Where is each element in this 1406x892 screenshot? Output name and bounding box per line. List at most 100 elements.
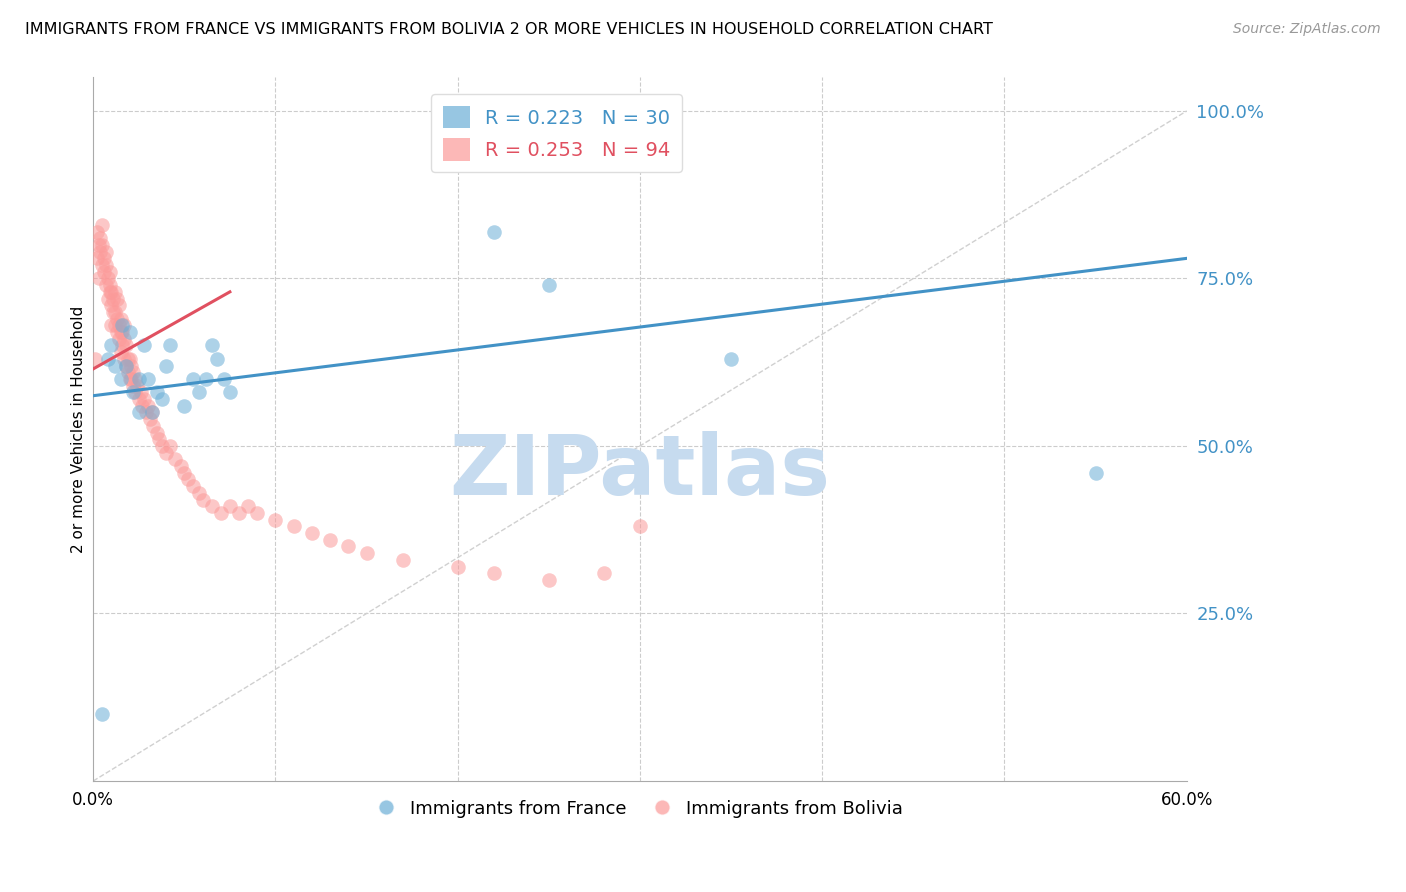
- Point: [103, 292, 125, 306]
- Point: [100, 298, 122, 312]
- Point: [141, 405, 163, 419]
- Point: [110, 311, 132, 326]
- Point: [264, 513, 287, 527]
- Point: [100, 318, 122, 333]
- Point: [142, 418, 165, 433]
- Point: [195, 372, 218, 386]
- Point: [98, 265, 121, 279]
- Point: [89, 231, 111, 245]
- Point: [148, 432, 170, 446]
- Point: [187, 385, 209, 400]
- Point: [159, 439, 181, 453]
- Point: [104, 305, 127, 319]
- Point: [100, 285, 122, 299]
- Point: [93, 252, 115, 266]
- Point: [628, 519, 651, 533]
- Point: [94, 244, 117, 259]
- Point: [482, 225, 505, 239]
- Point: [87, 271, 110, 285]
- Point: [146, 385, 169, 400]
- Point: [117, 351, 139, 366]
- Point: [301, 526, 323, 541]
- Point: [105, 325, 128, 339]
- Point: [86, 252, 108, 266]
- Point: [87, 238, 110, 252]
- Point: [115, 359, 138, 373]
- Point: [111, 325, 134, 339]
- Point: [122, 385, 145, 400]
- Point: [159, 338, 181, 352]
- Point: [129, 385, 152, 400]
- Point: [228, 506, 250, 520]
- Point: [169, 459, 191, 474]
- Point: [97, 351, 120, 366]
- Point: [107, 298, 129, 312]
- Point: [104, 285, 127, 299]
- Point: [183, 372, 205, 386]
- Point: [118, 372, 141, 386]
- Point: [138, 412, 160, 426]
- Point: [97, 271, 120, 285]
- Point: [720, 351, 742, 366]
- Point: [447, 559, 470, 574]
- Point: [537, 278, 560, 293]
- Point: [91, 258, 114, 272]
- Point: [104, 318, 127, 333]
- Point: [118, 325, 141, 339]
- Point: [134, 392, 156, 406]
- Point: [319, 533, 342, 547]
- Point: [112, 351, 135, 366]
- Point: [134, 338, 156, 352]
- Point: [177, 473, 200, 487]
- Point: [128, 392, 150, 406]
- Point: [94, 258, 117, 272]
- Point: [100, 338, 122, 352]
- Point: [122, 365, 145, 379]
- Point: [201, 500, 224, 514]
- Point: [356, 546, 378, 560]
- Point: [115, 338, 138, 352]
- Point: [120, 372, 142, 386]
- Point: [191, 492, 214, 507]
- Point: [155, 445, 177, 459]
- Point: [111, 318, 134, 333]
- Point: [173, 399, 195, 413]
- Point: [105, 311, 128, 326]
- Point: [110, 325, 132, 339]
- Point: [124, 385, 146, 400]
- Point: [236, 500, 259, 514]
- Point: [105, 292, 128, 306]
- Point: [97, 292, 120, 306]
- Point: [537, 573, 560, 587]
- Text: IMMIGRANTS FROM FRANCE VS IMMIGRANTS FROM BOLIVIA 2 OR MORE VEHICLES IN HOUSEHOL: IMMIGRANTS FROM FRANCE VS IMMIGRANTS FRO…: [25, 22, 993, 37]
- Point: [93, 265, 115, 279]
- Point: [337, 540, 360, 554]
- Point: [214, 372, 236, 386]
- Point: [187, 486, 209, 500]
- Text: ZIPatlas: ZIPatlas: [450, 431, 831, 512]
- Point: [89, 244, 111, 259]
- Point: [91, 218, 114, 232]
- Point: [94, 278, 117, 293]
- Point: [1084, 466, 1107, 480]
- Point: [283, 519, 305, 533]
- Point: [124, 372, 146, 386]
- Point: [98, 285, 121, 299]
- Point: [122, 378, 145, 392]
- Point: [104, 359, 127, 373]
- Point: [117, 365, 139, 379]
- Point: [136, 399, 159, 413]
- Point: [112, 332, 135, 346]
- Point: [91, 706, 114, 721]
- Point: [115, 359, 138, 373]
- Point: [120, 359, 142, 373]
- Point: [118, 351, 141, 366]
- Point: [110, 372, 132, 386]
- Point: [141, 405, 163, 419]
- Point: [110, 345, 132, 359]
- Point: [131, 399, 153, 413]
- Legend: Immigrants from France, Immigrants from Bolivia: Immigrants from France, Immigrants from …: [370, 792, 910, 825]
- Point: [246, 506, 269, 520]
- Point: [107, 332, 129, 346]
- Point: [91, 238, 114, 252]
